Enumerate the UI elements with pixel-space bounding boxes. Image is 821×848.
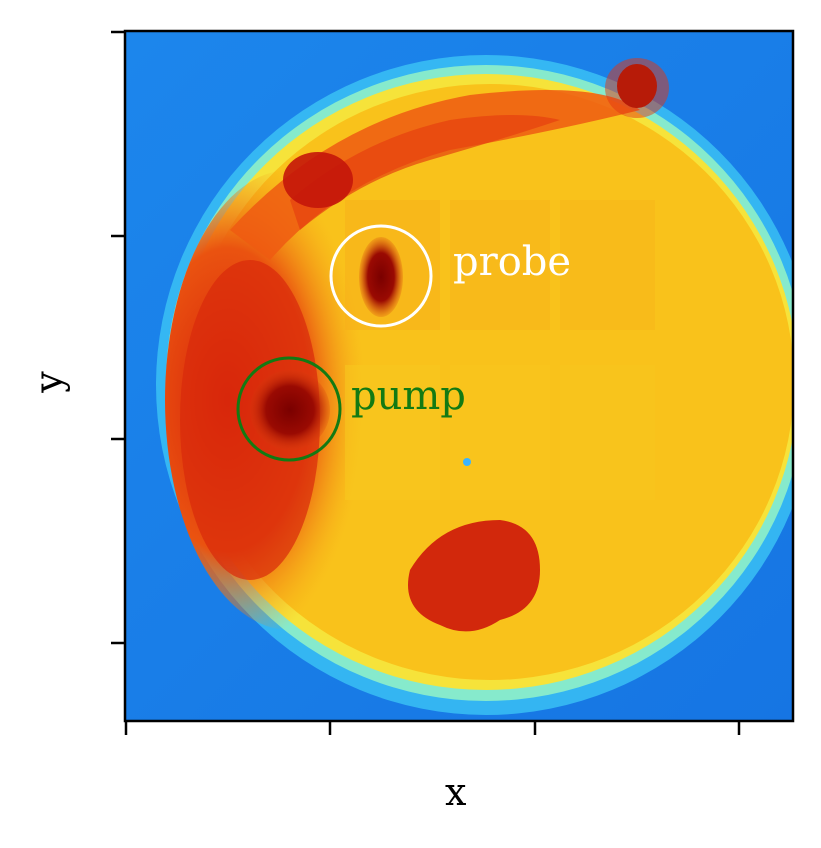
- probe-label: probe: [453, 239, 571, 285]
- x-axis-label: x: [445, 770, 467, 814]
- y-axis-label: y: [26, 371, 71, 393]
- pump-circle: [236, 356, 342, 462]
- probe-circle: [329, 224, 433, 328]
- axes-frame: [123, 29, 795, 723]
- x-ticks: [124, 721, 741, 735]
- pump-label: pump: [351, 373, 466, 419]
- heatmap-image: [125, 31, 793, 721]
- y-ticks: [111, 30, 125, 645]
